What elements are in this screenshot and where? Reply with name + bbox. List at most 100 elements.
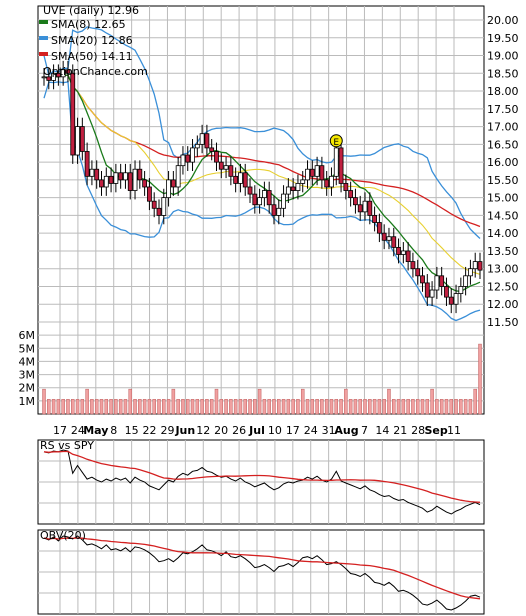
price-tick-label: 18.00 (487, 85, 519, 98)
volume-bar (463, 399, 468, 415)
candle-body (123, 172, 128, 181)
candle-body (261, 190, 267, 199)
volume-bar (353, 399, 358, 415)
candle-body (79, 126, 85, 152)
volume-bar (363, 399, 367, 415)
volume-bar (425, 399, 430, 415)
volume-bar (75, 399, 80, 415)
volume-bar (281, 399, 286, 415)
candle-body (410, 261, 416, 270)
obv-panel-title: OBV(20) (40, 529, 86, 542)
volume-bar (387, 388, 391, 415)
candle-body (448, 296, 454, 305)
candle-body (477, 261, 483, 271)
volume-bar (329, 399, 334, 415)
volume-bar (324, 399, 329, 415)
candle-body (453, 293, 459, 305)
volume-bar (66, 399, 70, 415)
volume-bar (277, 399, 281, 415)
volume-bar (157, 399, 161, 415)
volume-bar (109, 399, 113, 415)
volume-bar (224, 399, 228, 415)
volume-tick-label: 5M (19, 342, 36, 355)
date-tick-label: 17 (286, 424, 300, 437)
date-tick-label: 24 (304, 424, 318, 437)
candle-body (132, 168, 138, 191)
chart-title: UVE (daily) 12.96 (43, 4, 139, 17)
candle-body (472, 261, 478, 270)
volume-bar (47, 399, 51, 415)
candle-body (156, 207, 162, 216)
volume-bar (392, 399, 396, 415)
date-tick-label: 17 (53, 424, 67, 437)
candle-body (223, 165, 229, 170)
candle-body (314, 165, 320, 177)
volume-bar (257, 388, 262, 415)
volume-bar (315, 399, 319, 415)
candle-body (285, 186, 291, 195)
legend-sma8: SMA(8) 12.65 (51, 18, 126, 31)
price-tick-label: 13.00 (487, 263, 519, 276)
date-tick-label: 29 (160, 424, 174, 437)
volume-bar (123, 399, 128, 415)
volume-bar (473, 388, 477, 415)
candle-body (276, 207, 282, 216)
watermark: OptionChance.com (43, 65, 148, 78)
candle-body (429, 289, 435, 298)
volume-bar (401, 399, 406, 415)
legend-sma50: SMA(50) 14.11 (51, 50, 133, 63)
volume-bar (70, 399, 75, 415)
volume-bar (478, 343, 482, 415)
legend-sma20: SMA(20) 12.86 (51, 34, 133, 47)
volume-bar (291, 399, 295, 415)
price-tick-label: 14.50 (487, 209, 519, 222)
candle-body (444, 286, 449, 298)
volume-bar (104, 399, 109, 415)
candle-body (113, 172, 119, 184)
date-tick-label: 12 (196, 424, 210, 437)
volume-bar (415, 399, 420, 415)
bollinger-upper (43, 26, 481, 239)
candle-body (161, 197, 167, 216)
volume-bar (185, 399, 190, 415)
date-tick-label: May (83, 424, 108, 437)
legend-swatch-sma50 (39, 52, 48, 56)
volume-bar (272, 399, 276, 415)
volume-bar (85, 388, 89, 415)
price-tick-label: 15.50 (487, 174, 519, 187)
volume-bar (339, 399, 343, 415)
volume-bar (305, 399, 310, 415)
volume-bar (162, 399, 166, 415)
candle-body (233, 175, 239, 184)
candle-body (295, 183, 301, 191)
candle-body (238, 172, 243, 184)
candle-body (127, 172, 133, 191)
date-tick-label: 7 (361, 424, 368, 437)
candle-body (204, 133, 210, 149)
candle-body (348, 190, 354, 199)
candle-body (60, 69, 66, 78)
candle-body (376, 222, 382, 234)
obv-average-line (43, 537, 481, 600)
date-tick-label: Sep (424, 424, 447, 437)
candle-body (180, 154, 186, 167)
volume-bar (152, 399, 156, 415)
volume-bar (138, 399, 142, 415)
volume-bar (51, 399, 56, 415)
date-tick-label: 28 (411, 424, 425, 437)
candle-body (343, 183, 349, 191)
volume-bar (128, 388, 132, 415)
volume-bar (166, 399, 171, 415)
legend-swatch-sma20 (39, 36, 48, 40)
volume-tick-label: 2M (19, 382, 36, 395)
candle-body (218, 161, 224, 170)
volume-tick-label: 3M (19, 369, 36, 382)
volume-bar (300, 388, 305, 415)
candle-body (55, 72, 61, 78)
date-tick-label: Jul (248, 424, 265, 437)
candle-body (41, 76, 47, 79)
volume-bar (286, 399, 291, 415)
volume-bar (411, 399, 415, 415)
date-tick-label: Jun (174, 424, 195, 437)
candle-body (51, 72, 56, 81)
